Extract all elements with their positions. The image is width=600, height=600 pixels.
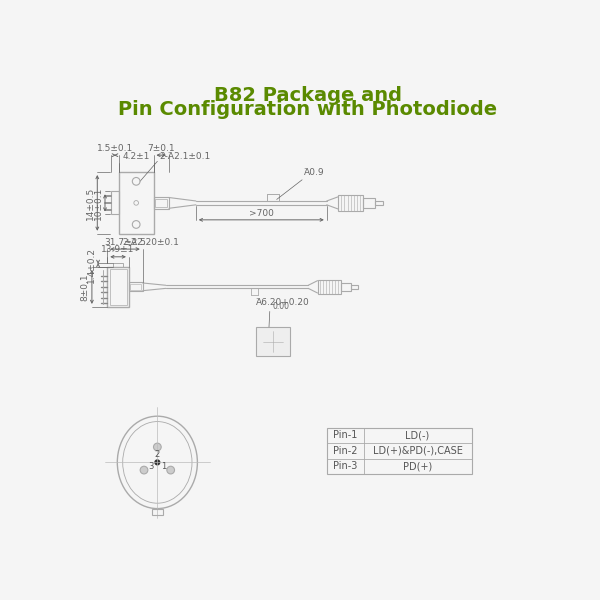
Bar — [155, 199, 167, 207]
Text: 14±0.5: 14±0.5 — [86, 186, 95, 220]
Circle shape — [140, 466, 148, 474]
Text: PD(+): PD(+) — [403, 461, 432, 471]
Circle shape — [154, 443, 161, 451]
Text: Pin-2: Pin-2 — [333, 446, 358, 456]
Circle shape — [154, 460, 160, 466]
Bar — [129, 282, 143, 292]
Text: Pin-1: Pin-1 — [333, 430, 358, 440]
Bar — [363, 198, 375, 208]
Bar — [113, 263, 123, 267]
Bar — [119, 172, 154, 233]
Text: LD(+)&PD(-),CASE: LD(+)&PD(-),CASE — [373, 446, 463, 456]
Bar — [107, 267, 129, 307]
Text: 7±0.1: 7±0.1 — [148, 144, 175, 153]
Text: 1.5±0.1: 1.5±0.1 — [97, 144, 133, 153]
Bar — [352, 285, 358, 289]
Text: 4.2±1: 4.2±1 — [122, 152, 150, 161]
Circle shape — [271, 340, 274, 343]
Bar — [130, 284, 141, 290]
Bar — [327, 428, 472, 474]
Circle shape — [167, 466, 175, 474]
Bar — [152, 509, 163, 515]
Text: >700: >700 — [249, 209, 274, 218]
Text: 10±0.1: 10±0.1 — [94, 186, 103, 220]
Bar — [154, 197, 169, 209]
Text: 1: 1 — [161, 462, 167, 471]
Text: 31.7±2.5: 31.7±2.5 — [104, 238, 146, 247]
Bar — [256, 327, 290, 356]
Text: LD(-): LD(-) — [406, 430, 430, 440]
Text: 2-Ά2.1±0.1: 2-Ά2.1±0.1 — [159, 152, 210, 161]
Text: 13.9±1: 13.9±1 — [101, 245, 135, 254]
Bar — [110, 269, 127, 305]
Bar — [341, 283, 352, 291]
Text: 0.00: 0.00 — [273, 302, 290, 311]
Text: Pin Configuration with Photodiode: Pin Configuration with Photodiode — [118, 100, 497, 119]
Text: B82 Package and: B82 Package and — [214, 86, 401, 105]
Bar — [375, 200, 383, 205]
Text: 1.4±0.2: 1.4±0.2 — [87, 247, 96, 283]
Bar — [317, 280, 341, 294]
Bar — [111, 191, 119, 214]
Text: Ά0.9: Ά0.9 — [304, 169, 324, 178]
Text: Pin-3: Pin-3 — [333, 461, 358, 471]
Text: Ά6.20+0.20: Ά6.20+0.20 — [256, 298, 310, 307]
Text: 2-Ά2.20±0.1: 2-Ά2.20±0.1 — [123, 238, 179, 247]
Text: 8±0.1: 8±0.1 — [80, 273, 89, 301]
Text: 3: 3 — [148, 462, 154, 471]
Text: 2: 2 — [155, 450, 160, 459]
Bar — [338, 195, 363, 211]
